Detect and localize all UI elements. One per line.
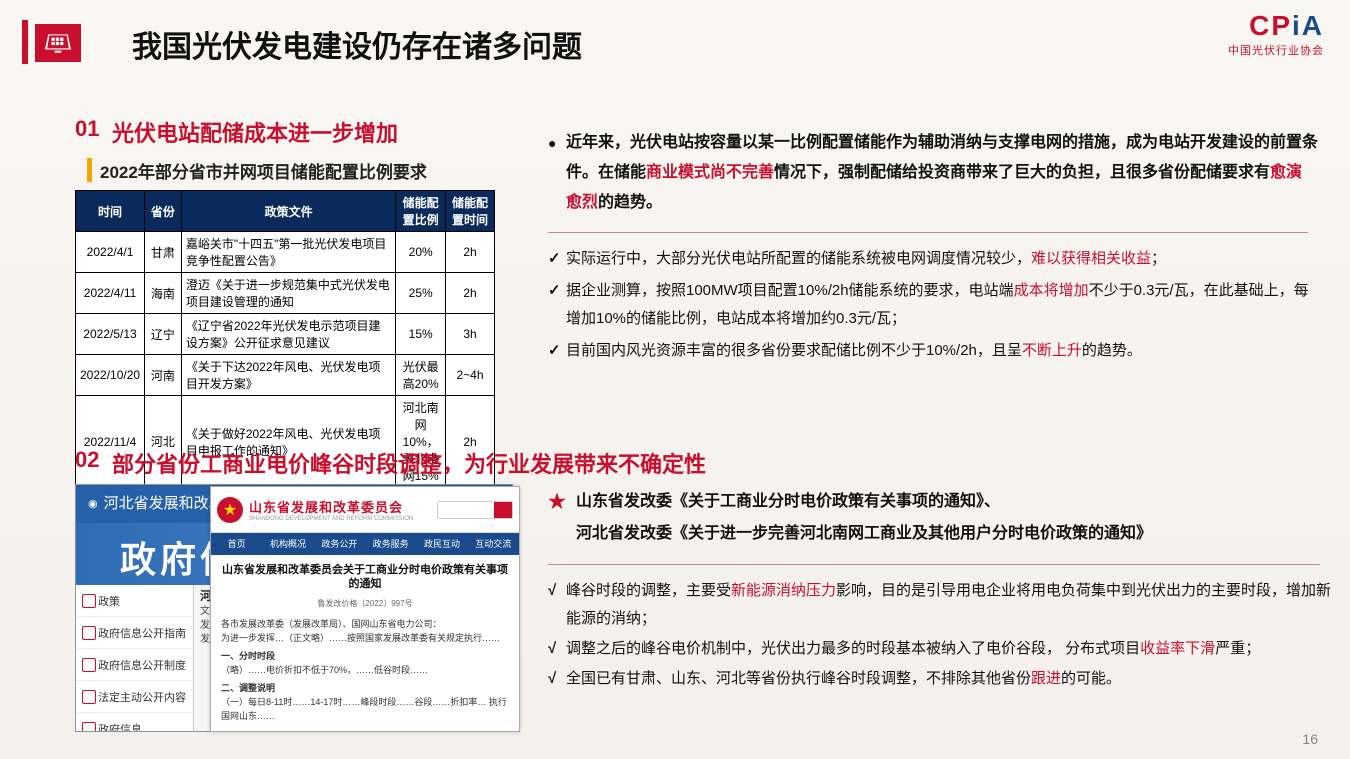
- table-cell: 嘉峪关市"十四五"第一批光伏发电项目 竞争性配置公告》: [181, 232, 396, 273]
- table-caption-bar: [87, 158, 92, 182]
- gov-nav-item: 政务服务: [365, 533, 416, 555]
- table-cell: 20%: [396, 232, 446, 273]
- gov-side-item: 政府信息: [76, 713, 193, 732]
- table-cell: 2h: [445, 232, 494, 273]
- check-item: 目前国内风光资源丰富的很多省份要求配储比例不少于10%/2h，且呈不断上升的趋势…: [548, 337, 1318, 365]
- th-doc: 政策文件: [181, 191, 396, 232]
- th-ratio: 储能配置比例: [396, 191, 446, 232]
- table-row: 2022/5/13辽宁《辽宁省2022年光伏发电示范项目建设方案》公开征求意见建…: [76, 314, 495, 355]
- page-number: 16: [1302, 731, 1318, 747]
- table-cell: 河南: [145, 355, 182, 396]
- national-emblem-icon: ★: [217, 497, 243, 523]
- table-cell: 2~4h: [445, 355, 494, 396]
- section-02-title: 部分省份工商业电价峰谷时段调整，为行业发展带来不确定性: [112, 447, 706, 479]
- th-time: 储能配置时间: [445, 191, 494, 232]
- table-row: 2022/4/11海南澄迈《关于进一步规范集中式光伏发电项目建设管理的通知25%…: [76, 273, 495, 314]
- section-02-right: 山东省发改委《关于工商业分时电价政策有关事项的通知》、 河北省发改委《关于进一步…: [548, 484, 1334, 695]
- header-icon: [35, 24, 81, 62]
- main-bullet: 近年来，光伏电站按容量以某一比例配置储能作为辅助消纳与支撑电网的措施，成为电站开…: [548, 128, 1318, 218]
- gov-side-item: 政策: [76, 585, 193, 617]
- divider-2: [548, 564, 1320, 565]
- th-prov: 省份: [145, 191, 182, 232]
- solar-icon: [45, 32, 71, 54]
- gov-sd-nav: 首页机构概况政务公开政务服务政民互动互动交流: [211, 533, 519, 555]
- gov-sd-org: 山东省发展和改革委员会 SHANDONG DEVELOPMENT AND REF…: [249, 497, 413, 522]
- table-cell: 2022/4/11: [76, 273, 145, 314]
- table-cell: 海南: [145, 273, 182, 314]
- table-cell: 澄迈《关于进一步规范集中式光伏发电项目建设管理的通知: [181, 273, 396, 314]
- table-cell: 2022/4/1: [76, 232, 145, 273]
- gov-sd-search: [437, 501, 513, 519]
- gov-sd-doc: 山东省发展和改革委员会关于工商业分时电价政策有关事项的通知 鲁发改价格〔2022…: [211, 555, 519, 731]
- th-date: 时间: [76, 191, 145, 232]
- gov-nav-item: 机构概况: [262, 533, 313, 555]
- gov-nav-item: 首页: [211, 533, 262, 555]
- gov-nav-item: 互动交流: [468, 533, 519, 555]
- gov-nav-item: 政民互动: [416, 533, 467, 555]
- table-cell: 2022/5/13: [76, 314, 145, 355]
- check-item: 全国已有甘肃、山东、河北等省份执行峰谷时段调整，不排除其他省份跟进的可能。: [548, 665, 1334, 693]
- section-01-number: 01: [75, 116, 99, 142]
- cpia-logo: CPiA 中国光伏行业协会: [1228, 10, 1324, 58]
- table-cell: 15%: [396, 314, 446, 355]
- gov-side-item: 法定主动公开内容: [76, 681, 193, 713]
- section-01-title: 光伏电站配储成本进一步增加: [112, 116, 398, 148]
- table-cell: 甘肃: [145, 232, 182, 273]
- gov-side-item: 政府信息公开指南: [76, 617, 193, 649]
- table-cell: 光伏最高20%: [396, 355, 446, 396]
- table-cell: 辽宁: [145, 314, 182, 355]
- table-cell: 25%: [396, 273, 446, 314]
- divider: [548, 232, 1308, 233]
- table-row: 2022/10/20河南《关于下达2022年风电、光伏发电项目开发方案》光伏最高…: [76, 355, 495, 396]
- table-cell: 3h: [445, 314, 494, 355]
- section-02-number: 02: [75, 447, 99, 473]
- check-item: 据企业测算，按照100MW项目配置10%/2h储能系统的要求，电站端成本将增加不…: [548, 277, 1318, 333]
- star-notice: 山东省发改委《关于工商业分时电价政策有关事项的通知》、 河北省发改委《关于进一步…: [548, 486, 1334, 550]
- section-01-right: 近年来，光伏电站按容量以某一比例配置储能作为辅助消纳与支撑电网的措施，成为电站开…: [548, 128, 1318, 369]
- gov-nav-item: 政务公开: [314, 533, 365, 555]
- table-cell: 《辽宁省2022年光伏发电示范项目建设方案》公开征求意见建议: [181, 314, 396, 355]
- table-cell: 2h: [445, 273, 494, 314]
- check-item: 调整之后的峰谷电价机制中，光伏出力最多的时段基本被纳入了电价谷段， 分布式项目收…: [548, 635, 1334, 663]
- gov-shandong-screenshot: ★ 山东省发展和改革委员会 SHANDONG DEVELOPMENT AND R…: [210, 486, 520, 732]
- table-row: 2022/4/1甘肃嘉峪关市"十四五"第一批光伏发电项目 竞争性配置公告》20%…: [76, 232, 495, 273]
- page-title: 我国光伏发电建设仍存在诸多问题: [132, 22, 582, 66]
- check-item: 峰谷时段的调整，主要受新能源消纳压力影响，目的是引导用电企业将用电负荷集中到光伏…: [548, 577, 1334, 633]
- gov-side-item: 政府信息公开制度: [76, 649, 193, 681]
- table-cell: 《关于下达2022年风电、光伏发电项目开发方案》: [181, 355, 396, 396]
- gov-hb-sidebar: 政策政府信息公开指南政府信息公开制度法定主动公开内容政府信息: [76, 585, 194, 732]
- accent-bar: [22, 20, 28, 64]
- table-caption: 2022年部分省市并网项目储能配置比例要求: [100, 158, 427, 183]
- check-item: 实际运行中，大部分光伏电站所配置的储能系统被电网调度情况较少，难以获得相关收益；: [548, 245, 1318, 273]
- table-cell: 2022/10/20: [76, 355, 145, 396]
